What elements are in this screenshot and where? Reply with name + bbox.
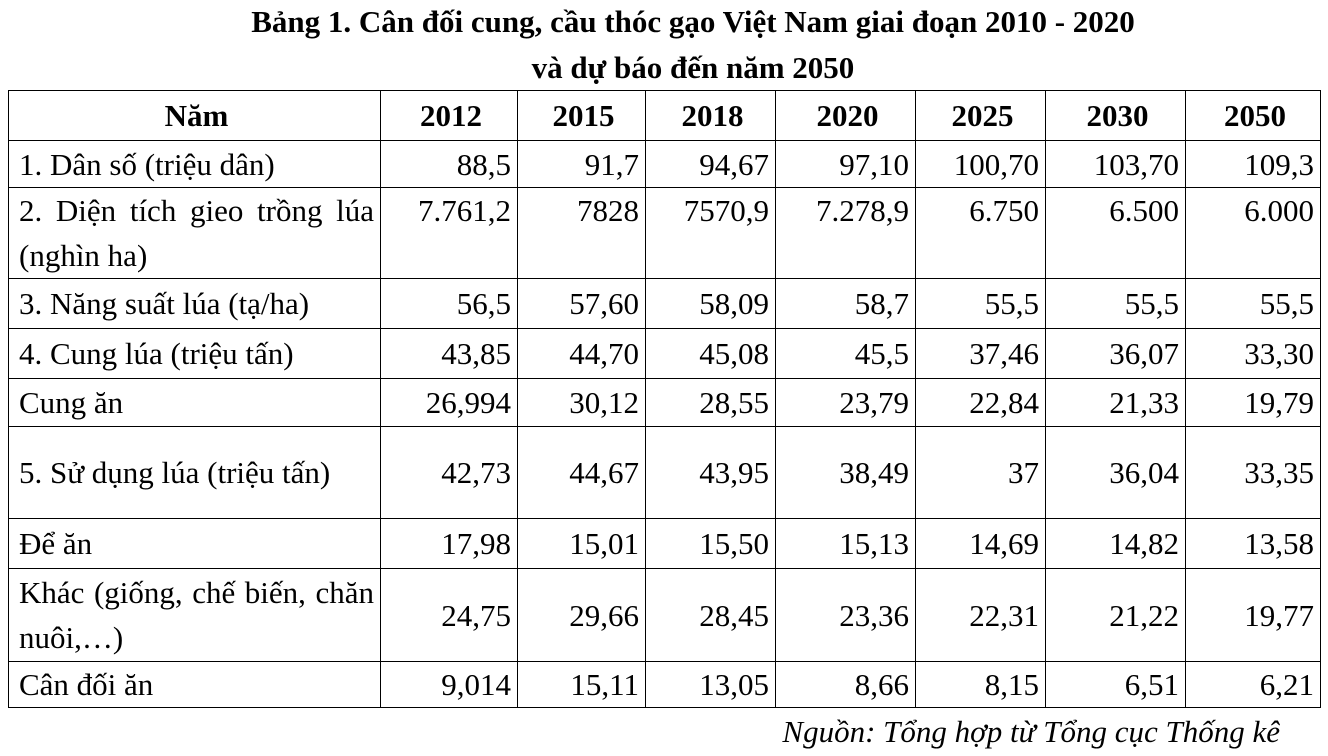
cell: 23,36 [775,568,916,662]
cell: 19,77 [1185,568,1321,662]
cell: 7570,9 [645,187,776,279]
header-cell: 2050 [1185,90,1321,141]
cell: 30,12 [517,378,646,427]
row-label: 3. Năng suất lúa (tạ/ha) [8,278,381,329]
table-row: 5. Sử dụng lúa (triệu tấn) 42,73 44,67 43,9… [8,426,1321,519]
cell: 22,84 [915,378,1046,427]
cell: 26,994 [380,378,518,427]
cell: 55,5 [1045,278,1186,329]
cell: 7.761,2 [380,187,518,279]
cell: 37 [915,426,1046,519]
table-row: 1. Dân số (triệu dân) 88,5 91,7 94,67 97,10 1… [8,140,1321,188]
cell: 43,85 [380,328,518,379]
cell: 94,67 [645,140,776,188]
title: Bảng 1. Cân đối cung, cầu thóc gạo Việt … [251,4,1135,39]
title: và dự báo đến năm 2050 [531,50,855,85]
header-cell: 2020 [775,90,916,141]
cell: 58,7 [775,278,916,329]
row-label: Khác (giống, chế biến, chăn nuôi,…) [8,568,381,662]
cell: 37,46 [915,328,1046,379]
header-cell: 2012 [380,90,518,141]
cell: 14,82 [1045,518,1186,569]
cell: 43,95 [645,426,776,519]
cell: 100,70 [915,140,1046,188]
cell: 24,75 [380,568,518,662]
cell: 15,13 [775,518,916,569]
cell: 6.000 [1185,187,1321,279]
cell: 58,09 [645,278,776,329]
cell: 23,79 [775,378,916,427]
cell: 33,30 [1185,328,1321,379]
cell: 97,10 [775,140,916,188]
cell: 13,05 [645,661,776,708]
table-row: 4. Cung lúa (triệu tấn) 43,85 44,70 45,08 45… [8,328,1321,379]
cell: 44,70 [517,328,646,379]
cell: 7828 [517,187,646,279]
header-cell: Năm [8,90,381,141]
cell: 44,67 [517,426,646,519]
row-label: Để ăn [8,518,381,569]
cell: 17,98 [380,518,518,569]
cell: 36,04 [1045,426,1186,519]
header-cell: 2025 [915,90,1046,141]
cell: 7.278,9 [775,187,916,279]
cell: 22,31 [915,568,1046,662]
cell: 91,7 [517,140,646,188]
cell: 42,73 [380,426,518,519]
cell: 45,5 [775,328,916,379]
cell: 56,5 [380,278,518,329]
source: Nguồn: Tổng hợp từ Tổng cục Thống kê [782,714,1280,749]
cell: 8,15 [915,661,1046,708]
table-row: Cân đối ăn 9,014 15,11 13,05 8,66 8,15 6,51 6,2… [8,661,1321,708]
cell: 28,45 [645,568,776,662]
cell: 57,60 [517,278,646,329]
data-table: Năm 2012 2015 2018 2020 2025 2030 2050 1. Dân s… [8,90,1321,708]
row-label: Cung ăn [8,378,381,427]
cell: 55,5 [915,278,1046,329]
cell: 45,08 [645,328,776,379]
cell: 103,70 [1045,140,1186,188]
row-label: Cân đối ăn [8,661,381,708]
cell: 21,22 [1045,568,1186,662]
header-row: Năm 2012 2015 2018 2020 2025 2030 2050 [8,90,1321,141]
table-row: 2. Diện tích gieo trồng lúa (nghìn ha) 7.… [8,187,1321,279]
cell: 88,5 [380,140,518,188]
cell: 14,69 [915,518,1046,569]
cell: 29,66 [517,568,646,662]
table-row: Để ăn 17,98 15,01 15,50 15,13 14,69 14,82 13,58 [8,518,1321,569]
cell: 15,11 [517,661,646,708]
cell: 33,35 [1185,426,1321,519]
cell: 13,58 [1185,518,1321,569]
row-label: 2. Diện tích gieo trồng lúa (nghìn ha) [8,187,381,279]
cell: 15,01 [517,518,646,569]
table-row: Cung ăn 26,994 30,12 28,55 23,79 22,84 21,33 19… [8,378,1321,427]
header-cell: 2015 [517,90,646,141]
header-cell: 2030 [1045,90,1186,141]
cell: 55,5 [1185,278,1321,329]
cell: 38,49 [775,426,916,519]
row-label: 5. Sử dụng lúa (triệu tấn) [8,426,381,519]
table-row: 3. Năng suất lúa (tạ/ha) 56,5 57,60 58,09 58… [8,278,1321,329]
cell: 36,07 [1045,328,1186,379]
cell: 28,55 [645,378,776,427]
cell: 21,33 [1045,378,1186,427]
header-cell: 2018 [645,90,776,141]
cell: 6.750 [915,187,1046,279]
cell: 8,66 [775,661,916,708]
cell: 6,21 [1185,661,1321,708]
cell: 6.500 [1045,187,1186,279]
row-label: 4. Cung lúa (triệu tấn) [8,328,381,379]
row-label: 1. Dân số (triệu dân) [8,140,381,188]
cell: 15,50 [645,518,776,569]
cell: 9,014 [380,661,518,708]
cell: 109,3 [1185,140,1321,188]
table-row: Khác (giống, chế biến, chăn nuôi,…) 24,75… [8,568,1321,662]
cell: 6,51 [1045,661,1186,708]
cell: 19,79 [1185,378,1321,427]
